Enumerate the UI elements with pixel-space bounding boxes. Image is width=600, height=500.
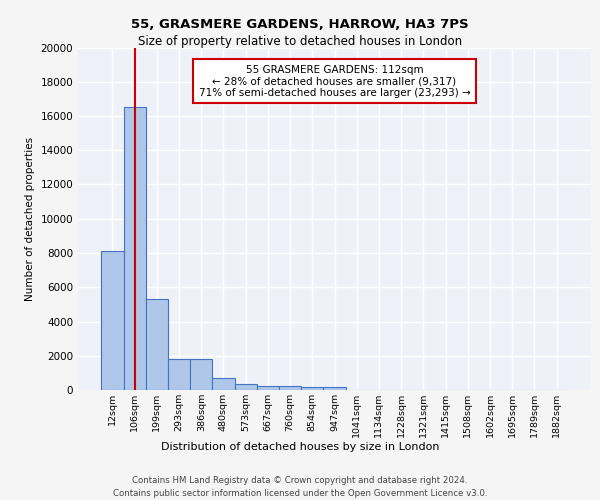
Bar bbox=[301, 386, 323, 390]
Bar bbox=[124, 108, 146, 390]
Text: Contains HM Land Registry data © Crown copyright and database right 2024.
Contai: Contains HM Land Registry data © Crown c… bbox=[113, 476, 487, 498]
Bar bbox=[279, 386, 301, 390]
Bar bbox=[101, 252, 124, 390]
Bar bbox=[190, 359, 212, 390]
Text: Size of property relative to detached houses in London: Size of property relative to detached ho… bbox=[138, 35, 462, 48]
Bar bbox=[235, 384, 257, 390]
Bar bbox=[257, 386, 279, 390]
Bar bbox=[168, 359, 190, 390]
Text: 55 GRASMERE GARDENS: 112sqm
← 28% of detached houses are smaller (9,317)
71% of : 55 GRASMERE GARDENS: 112sqm ← 28% of det… bbox=[199, 64, 470, 98]
Text: Distribution of detached houses by size in London: Distribution of detached houses by size … bbox=[161, 442, 439, 452]
Bar bbox=[323, 387, 346, 390]
Y-axis label: Number of detached properties: Number of detached properties bbox=[25, 136, 35, 301]
Bar bbox=[212, 378, 235, 390]
Bar bbox=[146, 299, 168, 390]
Text: 55, GRASMERE GARDENS, HARROW, HA3 7PS: 55, GRASMERE GARDENS, HARROW, HA3 7PS bbox=[131, 18, 469, 30]
